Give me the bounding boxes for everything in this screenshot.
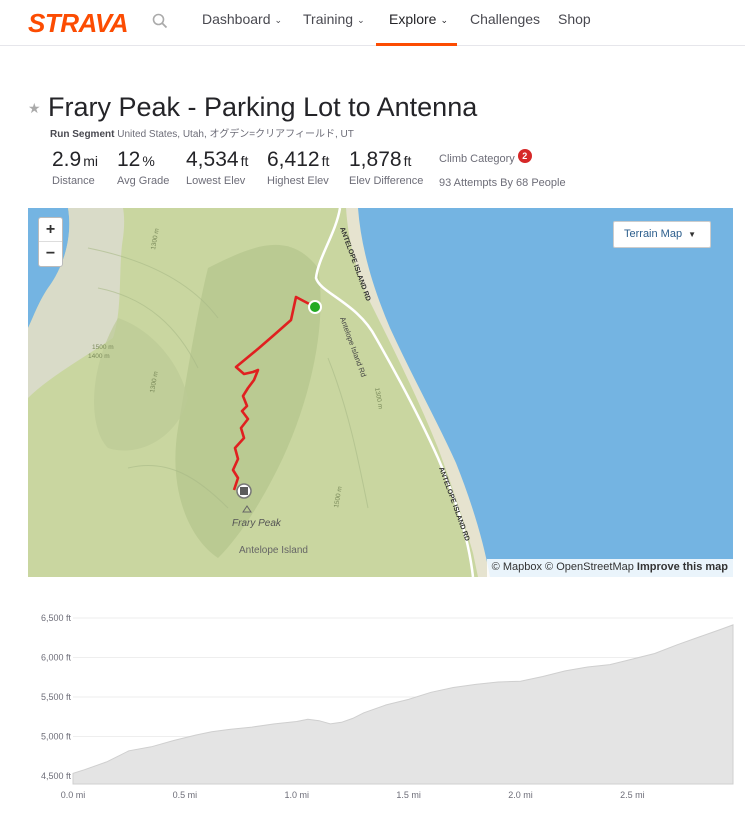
nav-training-label: Training <box>303 11 354 27</box>
stat-highest-elev: 6,412 ft Highest Elev <box>267 148 329 187</box>
caret-down-icon: ▼ <box>688 230 696 239</box>
stat-label: Distance <box>52 175 95 187</box>
stat-unit: ft <box>321 153 330 169</box>
strava-logo[interactable]: STRAVA <box>28 8 129 38</box>
x-tick-label: 2.0 mi <box>508 790 533 800</box>
stat-unit: ft <box>403 153 412 169</box>
segment-map[interactable]: Frary Peak Antelope Island ANTELOPE ISLA… <box>28 208 733 577</box>
map-layer-label: Terrain Map <box>624 228 683 240</box>
label-contour-1300b: 1300 m <box>149 371 160 394</box>
stat-unit: % <box>142 153 155 169</box>
nav-explore[interactable]: Explore ⌄ <box>389 11 448 46</box>
chart-axes: 4,500 ft 5,000 ft 5,500 ft 6,000 ft 6,500 ft… <box>41 613 645 800</box>
label-frary-peak: Frary Peak <box>232 518 282 529</box>
stat-value: 1,878 <box>349 148 402 171</box>
stat-distance: 2.9 mi Distance <box>52 148 98 187</box>
chevron-down-icon: ⌄ <box>357 15 365 25</box>
stat-avg-grade: 12% Avg Grade <box>117 148 169 187</box>
label-contour-1500: 1500 m <box>92 344 114 351</box>
climb-category: Climb Category 2 <box>439 149 532 166</box>
x-tick-label: 1.5 mi <box>396 790 421 800</box>
y-tick-label: 5,500 ft <box>41 692 72 702</box>
zoom-in-button[interactable]: + <box>39 218 62 242</box>
y-tick-label: 5,000 ft <box>41 732 72 742</box>
x-tick-label: 2.5 mi <box>620 790 645 800</box>
label-contour-1300c: 1300 m <box>373 387 384 410</box>
east-shore-beach <box>346 208 490 577</box>
segment-type: Run Segment <box>50 129 115 140</box>
stat-unit: mi <box>83 153 98 169</box>
stat-elev-difference: 1,878 ft Elev Difference <box>349 148 423 187</box>
active-nav-indicator <box>376 43 457 46</box>
nav-challenges-label: Challenges <box>470 11 541 27</box>
climb-category-badge: 2 <box>517 149 532 163</box>
stat-label: Highest Elev <box>267 175 329 187</box>
label-contour-1300a: 1300 m <box>150 228 161 251</box>
search-icon[interactable] <box>152 11 168 31</box>
segment-subtitle: Run Segment United States, Utah, オグデン=クリ… <box>50 125 354 140</box>
peak-icon <box>242 505 252 513</box>
stat-label: Avg Grade <box>117 175 170 187</box>
nav-challenges[interactable]: Challenges <box>470 11 540 46</box>
zoom-control: + − <box>38 217 63 267</box>
map-layer-dropdown[interactable]: Terrain Map ▼ <box>613 221 711 248</box>
stat-value: 4,534 <box>186 148 239 171</box>
mapbox-link[interactable]: © Mapbox <box>491 561 542 573</box>
nav-dashboard[interactable]: Dashboard ⌄ <box>202 11 282 46</box>
west-shore-beach <box>28 208 125 398</box>
map-canvas: Frary Peak Antelope Island ANTELOPE ISLA… <box>28 208 490 577</box>
improve-map-link[interactable]: Improve this map <box>636 561 728 573</box>
terrain-shade-2 <box>94 318 188 451</box>
osm-link[interactable]: © OpenStreetMap <box>545 561 634 573</box>
label-contour-1500b: 1500 m <box>333 486 344 509</box>
checkered-flag-icon <box>240 487 248 495</box>
y-tick-label: 6,500 ft <box>41 613 72 623</box>
chevron-down-icon: ⌄ <box>440 15 449 25</box>
stat-label: Elev Difference <box>349 175 424 187</box>
x-tick-label: 0.5 mi <box>173 790 198 800</box>
y-tick-label: 4,500 ft <box>41 771 72 781</box>
elevation-chart[interactable]: 4,500 ft 5,000 ft 5,500 ft 6,000 ft 6,500 ft… <box>28 600 738 810</box>
map-attribution: © Mapbox © OpenStreetMap Improve this ma… <box>486 559 733 577</box>
stat-label: Lowest Elev <box>186 175 246 187</box>
chevron-down-icon: ⌄ <box>274 15 283 25</box>
elevation-area <box>72 624 734 785</box>
nav-shop[interactable]: Shop <box>558 11 591 46</box>
top-navigation: STRAVA Dashboard ⌄ Training ⌄ Explore ⌄ Cha… <box>0 0 745 46</box>
star-icon[interactable]: ★ <box>28 100 41 116</box>
attempts-count: 93 Attempts By 68 People <box>439 177 566 189</box>
elevation-chart-svg: 4,500 ft 5,000 ft 5,500 ft 6,000 ft 6,500 ft… <box>41 613 734 800</box>
climb-category-label: Climb Category <box>439 153 515 165</box>
stat-lowest-elev: 4,534 ft Lowest Elev <box>186 148 248 187</box>
label-antelope-island: Antelope Island <box>239 545 308 556</box>
nav-explore-label: Explore <box>389 11 437 27</box>
x-tick-label: 0.0 mi <box>61 790 86 800</box>
stat-unit: ft <box>240 153 249 169</box>
y-tick-label: 6,000 ft <box>41 652 72 662</box>
x-tick-label: 1.0 mi <box>284 790 309 800</box>
stat-value: 2.9 <box>52 148 82 171</box>
zoom-out-button[interactable]: − <box>45 245 56 262</box>
segment-route <box>231 295 316 491</box>
label-contour-1400: 1400 m <box>88 353 110 360</box>
contour-lines <box>87 247 369 509</box>
start-marker <box>308 300 322 314</box>
segment-location: United States, Utah, オグデン=クリアフィールド, UT <box>117 129 354 140</box>
stat-value: 12 <box>117 148 141 171</box>
nav-shop-label: Shop <box>558 11 591 27</box>
stat-value: 6,412 <box>267 148 320 171</box>
segment-title: Frary Peak - Parking Lot to Antenna <box>48 92 478 122</box>
nav-dashboard-label: Dashboard <box>202 11 271 27</box>
antelope-island-road <box>314 208 475 577</box>
nav-training[interactable]: Training ⌄ <box>303 11 365 46</box>
terrain-shade <box>175 244 321 558</box>
